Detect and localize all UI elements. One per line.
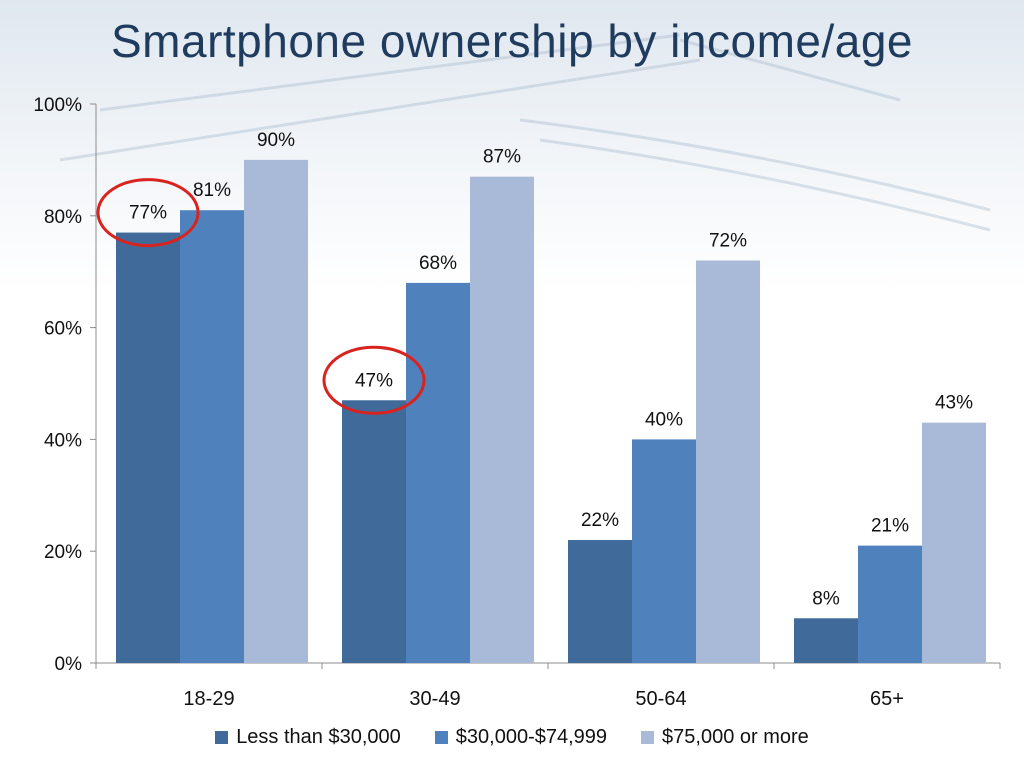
legend-swatch <box>434 731 448 744</box>
bar <box>696 260 760 663</box>
legend-swatch <box>215 731 229 744</box>
bar <box>116 232 180 663</box>
y-tick-label: 0% <box>55 654 83 675</box>
data-label: 87% <box>483 147 521 168</box>
bar <box>180 210 244 663</box>
bar <box>244 159 308 663</box>
bar <box>406 282 470 663</box>
x-tick-label: 50-64 <box>635 688 686 710</box>
y-tick-label: 40% <box>44 430 82 451</box>
chart-title: Smartphone ownership by income/age <box>110 15 913 67</box>
data-label: 77% <box>129 203 167 224</box>
data-label: 43% <box>935 393 973 414</box>
legend-label: $30,000-$74,999 <box>455 726 608 748</box>
data-label: 22% <box>581 510 619 531</box>
legend-item: $75,000 or more <box>641 726 809 749</box>
data-label: 68% <box>419 253 457 274</box>
y-tick-label: 20% <box>44 542 82 563</box>
chart-data-labels: 77% 81% 90% 47% 68% 87% 22% 40% 72% 8% 21% 43% <box>129 130 973 609</box>
data-label: 8% <box>812 588 840 609</box>
bar <box>342 400 406 663</box>
data-label: 40% <box>645 409 683 430</box>
y-tick-label: 100% <box>33 95 82 116</box>
data-label: 72% <box>709 231 747 252</box>
y-tick-label: 80% <box>44 207 82 228</box>
legend-label: Less than $30,000 <box>236 726 401 748</box>
bar <box>568 540 632 663</box>
bar <box>858 545 922 663</box>
highlight-circle <box>96 178 200 248</box>
data-label: 90% <box>257 130 295 151</box>
legend-item: $30,000-$74,999 <box>434 726 608 749</box>
legend-label: $75,000 or more <box>662 726 809 748</box>
data-label: 47% <box>355 370 393 391</box>
x-tick-label: 65+ <box>870 688 904 710</box>
bar <box>470 176 534 664</box>
data-label: 21% <box>871 516 909 537</box>
bar <box>794 618 858 663</box>
data-label: 81% <box>193 180 231 201</box>
chart-legend: Less than $30,000 $30,000-$74,999 $75,000 … <box>0 726 1024 749</box>
bar <box>922 422 986 663</box>
legend-item: Less than $30,000 <box>215 726 401 749</box>
legend-swatch <box>641 731 655 744</box>
x-tick-label: 18-29 <box>183 688 234 710</box>
chart-axes: 0% 20% 40% 60% 80% 100% 18-29 30-49 50-64 65+ <box>33 95 1001 710</box>
y-tick-label: 60% <box>44 319 82 340</box>
bar <box>632 439 696 663</box>
highlight-circle <box>322 345 426 415</box>
chart-highlights <box>96 178 426 415</box>
x-tick-label: 30-49 <box>409 688 460 710</box>
chart-bars <box>116 159 986 664</box>
